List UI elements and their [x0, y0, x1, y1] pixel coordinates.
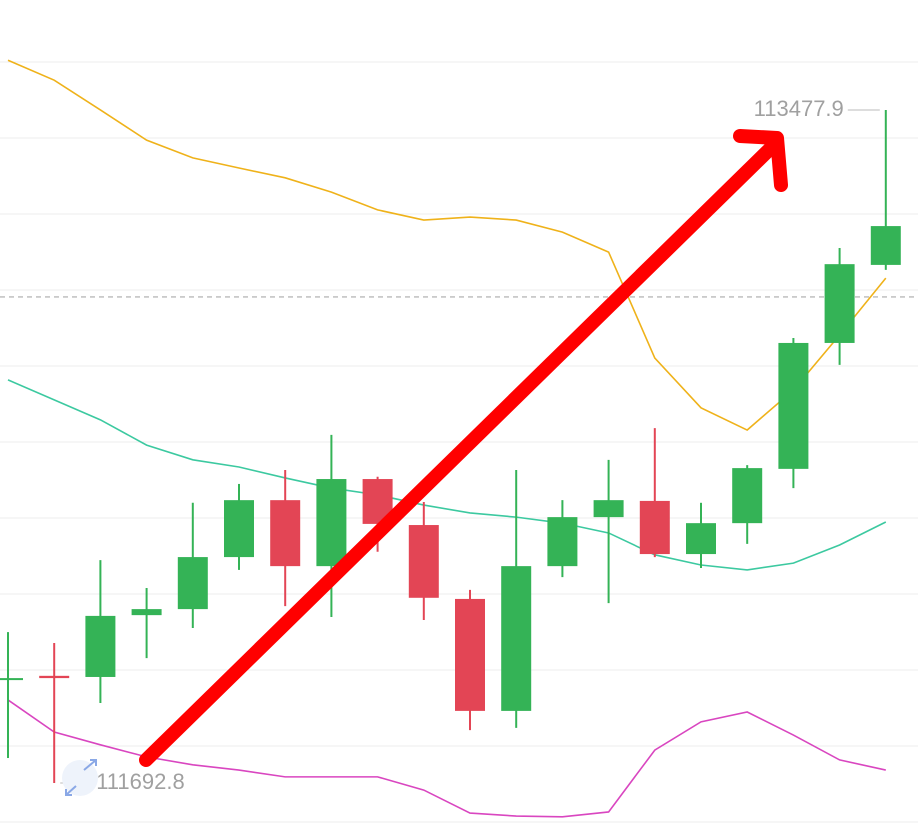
- high-label: 113477.9: [754, 96, 844, 121]
- candle-body: [686, 523, 716, 555]
- candle-body: [270, 500, 301, 567]
- candle-body: [408, 525, 439, 598]
- candle-body: [778, 342, 809, 469]
- band-line: [7, 379, 887, 571]
- candle-body: [501, 566, 532, 711]
- expand-icon[interactable]: [62, 759, 98, 796]
- candle-body: [870, 226, 901, 265]
- candle-body: [224, 500, 254, 558]
- candle-body: [593, 500, 624, 518]
- candle-body: [85, 615, 116, 677]
- candle-body: [547, 517, 578, 567]
- candle-body: [39, 675, 70, 679]
- candle-body: [455, 598, 485, 711]
- arrow-shaft: [139, 136, 783, 767]
- icon-background: [62, 760, 98, 796]
- band-line: [7, 59, 887, 431]
- candle-body: [131, 609, 162, 616]
- candle-body: [639, 500, 670, 555]
- icon-arrows: [65, 759, 97, 796]
- trend-arrow: [139, 129, 788, 767]
- candle-body: [0, 678, 23, 681]
- candle-body: [316, 479, 347, 567]
- candle-body: [732, 468, 763, 524]
- candle-body: [824, 264, 855, 343]
- candle-body: [177, 557, 208, 610]
- plot-area: 113477.9 111692.8: [0, 59, 918, 818]
- low-label: 111692.8: [96, 769, 185, 794]
- arrow-head: [733, 129, 788, 192]
